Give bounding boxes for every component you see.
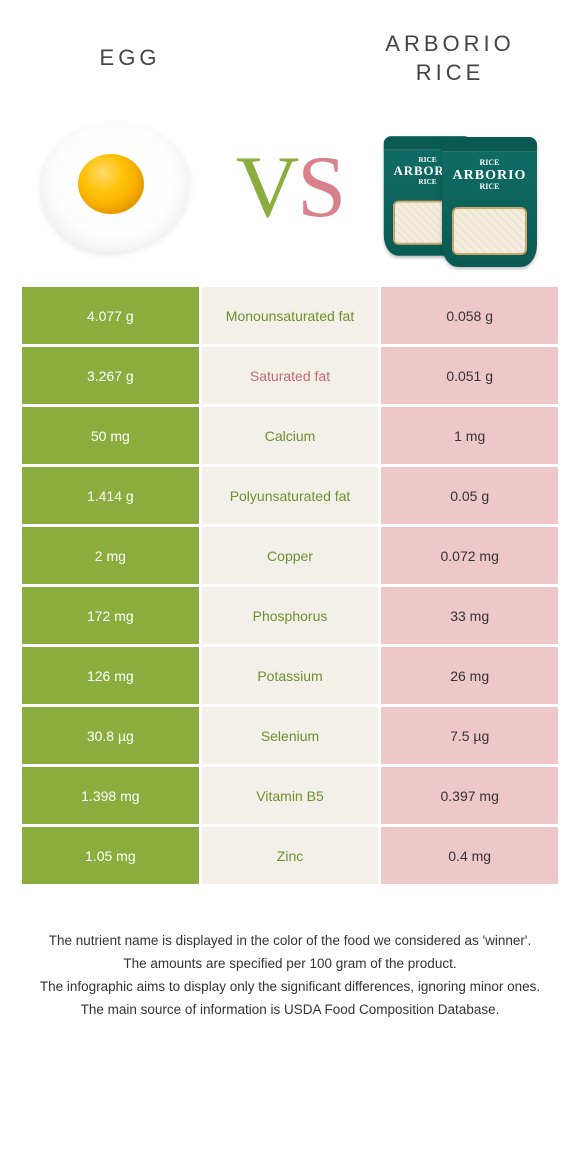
vs-text: VS (236, 137, 345, 238)
rice-value: 26 mg (381, 647, 558, 704)
left-title: EGG (30, 44, 230, 73)
footer-notes: The nutrient name is displayed in the co… (0, 887, 580, 1021)
egg-value: 3.267 g (22, 347, 199, 404)
table-row: 3.267 gSaturated fat0.051 g (22, 347, 558, 404)
rice-value: 1 mg (381, 407, 558, 464)
header: EGG ARBORIO RICE (0, 0, 580, 97)
rice-value: 0.397 mg (381, 767, 558, 824)
egg-value: 1.414 g (22, 467, 199, 524)
table-row: 30.8 µgSelenium7.5 µg (22, 707, 558, 764)
egg-value: 4.077 g (22, 287, 199, 344)
table-row: 172 mgPhosphorus33 mg (22, 587, 558, 644)
rice-value: 0.05 g (381, 467, 558, 524)
egg-value: 126 mg (22, 647, 199, 704)
table-row: 1.398 mgVitamin B50.397 mg (22, 767, 558, 824)
egg-value: 2 mg (22, 527, 199, 584)
rice-value: 0.058 g (381, 287, 558, 344)
footer-line: The main source of information is USDA F… (35, 1000, 545, 1021)
right-title: ARBORIO RICE (350, 30, 550, 87)
rice-value: 0.4 mg (381, 827, 558, 884)
nutrient-label: Calcium (202, 407, 379, 464)
egg-value: 172 mg (22, 587, 199, 644)
rice-value: 0.072 mg (381, 527, 558, 584)
nutrient-label: Saturated fat (202, 347, 379, 404)
footer-line: The amounts are specified per 100 gram o… (35, 954, 545, 975)
rice-value: 7.5 µg (381, 707, 558, 764)
rice-value: 33 mg (381, 587, 558, 644)
comparison-table: 4.077 gMonounsaturated fat0.058 g3.267 g… (22, 287, 558, 884)
nutrient-label: Phosphorus (202, 587, 379, 644)
images-row: VS RICEARBORIORICE RICEARBORIORICE (0, 97, 580, 287)
rice-value: 0.051 g (381, 347, 558, 404)
egg-image (30, 105, 200, 270)
vs-v: V (236, 139, 298, 236)
table-row: 126 mgPotassium26 mg (22, 647, 558, 704)
egg-value: 50 mg (22, 407, 199, 464)
nutrient-label: Potassium (202, 647, 379, 704)
nutrient-label: Copper (202, 527, 379, 584)
footer-line: The nutrient name is displayed in the co… (35, 931, 545, 952)
egg-value: 30.8 µg (22, 707, 199, 764)
nutrient-label: Polyunsaturated fat (202, 467, 379, 524)
nutrient-label: Zinc (202, 827, 379, 884)
nutrient-label: Selenium (202, 707, 379, 764)
footer-line: The infographic aims to display only the… (35, 977, 545, 998)
table-row: 50 mgCalcium1 mg (22, 407, 558, 464)
vs-s: S (297, 139, 344, 236)
table-row: 2 mgCopper0.072 mg (22, 527, 558, 584)
egg-value: 1.05 mg (22, 827, 199, 884)
rice-image: RICEARBORIORICE RICEARBORIORICE (380, 105, 550, 270)
table-row: 1.05 mgZinc0.4 mg (22, 827, 558, 884)
egg-value: 1.398 mg (22, 767, 199, 824)
table-row: 1.414 gPolyunsaturated fat0.05 g (22, 467, 558, 524)
nutrient-label: Monounsaturated fat (202, 287, 379, 344)
nutrient-label: Vitamin B5 (202, 767, 379, 824)
table-row: 4.077 gMonounsaturated fat0.058 g (22, 287, 558, 344)
